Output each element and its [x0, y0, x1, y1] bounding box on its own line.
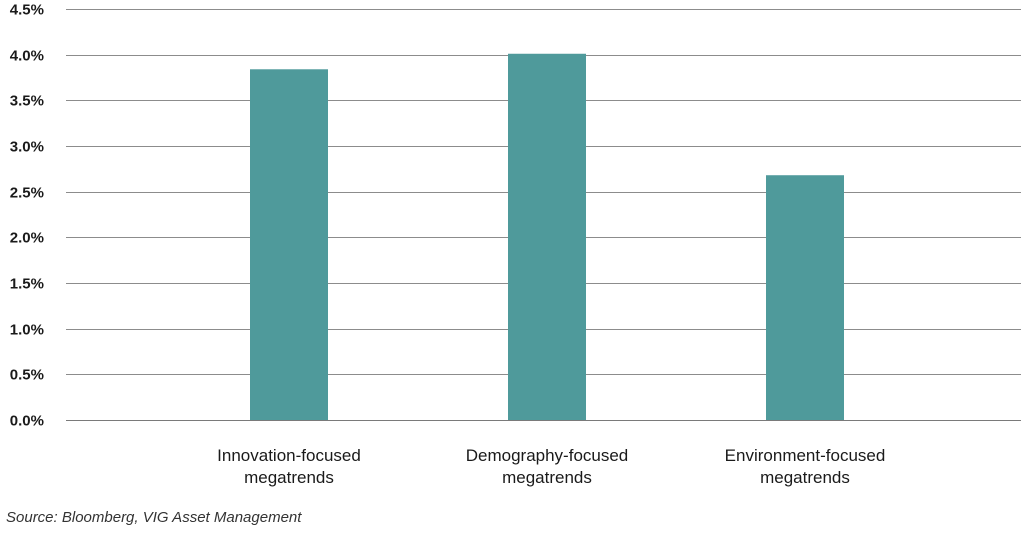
- y-tick-label: 0.5%: [10, 367, 44, 384]
- x-tick-label: Environment-focused megatrends: [725, 446, 886, 487]
- y-tick-label: 0.0%: [10, 413, 44, 430]
- x-tick-label: Innovation-focused megatrends: [217, 446, 361, 487]
- source-note: Source: Bloomberg, VIG Asset Management: [6, 509, 302, 526]
- y-tick-label: 4.0%: [10, 48, 44, 65]
- y-tick-label: 1.5%: [10, 276, 44, 293]
- x-tick-label: Demography-focused megatrends: [466, 446, 629, 487]
- bar: [250, 69, 328, 420]
- y-tick-label: 4.5%: [10, 2, 44, 19]
- y-tick-label: 2.0%: [10, 230, 44, 247]
- bar: [766, 175, 844, 420]
- y-tick-label: 3.0%: [10, 139, 44, 156]
- y-tick-label: 2.5%: [10, 185, 44, 202]
- x-axis-tick-labels: Innovation-focused megatrends Demography-f…: [217, 446, 885, 487]
- y-tick-label: 3.5%: [10, 93, 44, 110]
- y-axis-tick-labels: 0.0% 0.5% 1.0% 1.5% 2.0% 2.5% 3.0% 3.5% 4.0% 4.5%: [10, 2, 44, 430]
- bar: [508, 53, 586, 421]
- y-tick-label: 1.0%: [10, 322, 44, 339]
- bars: [250, 53, 844, 421]
